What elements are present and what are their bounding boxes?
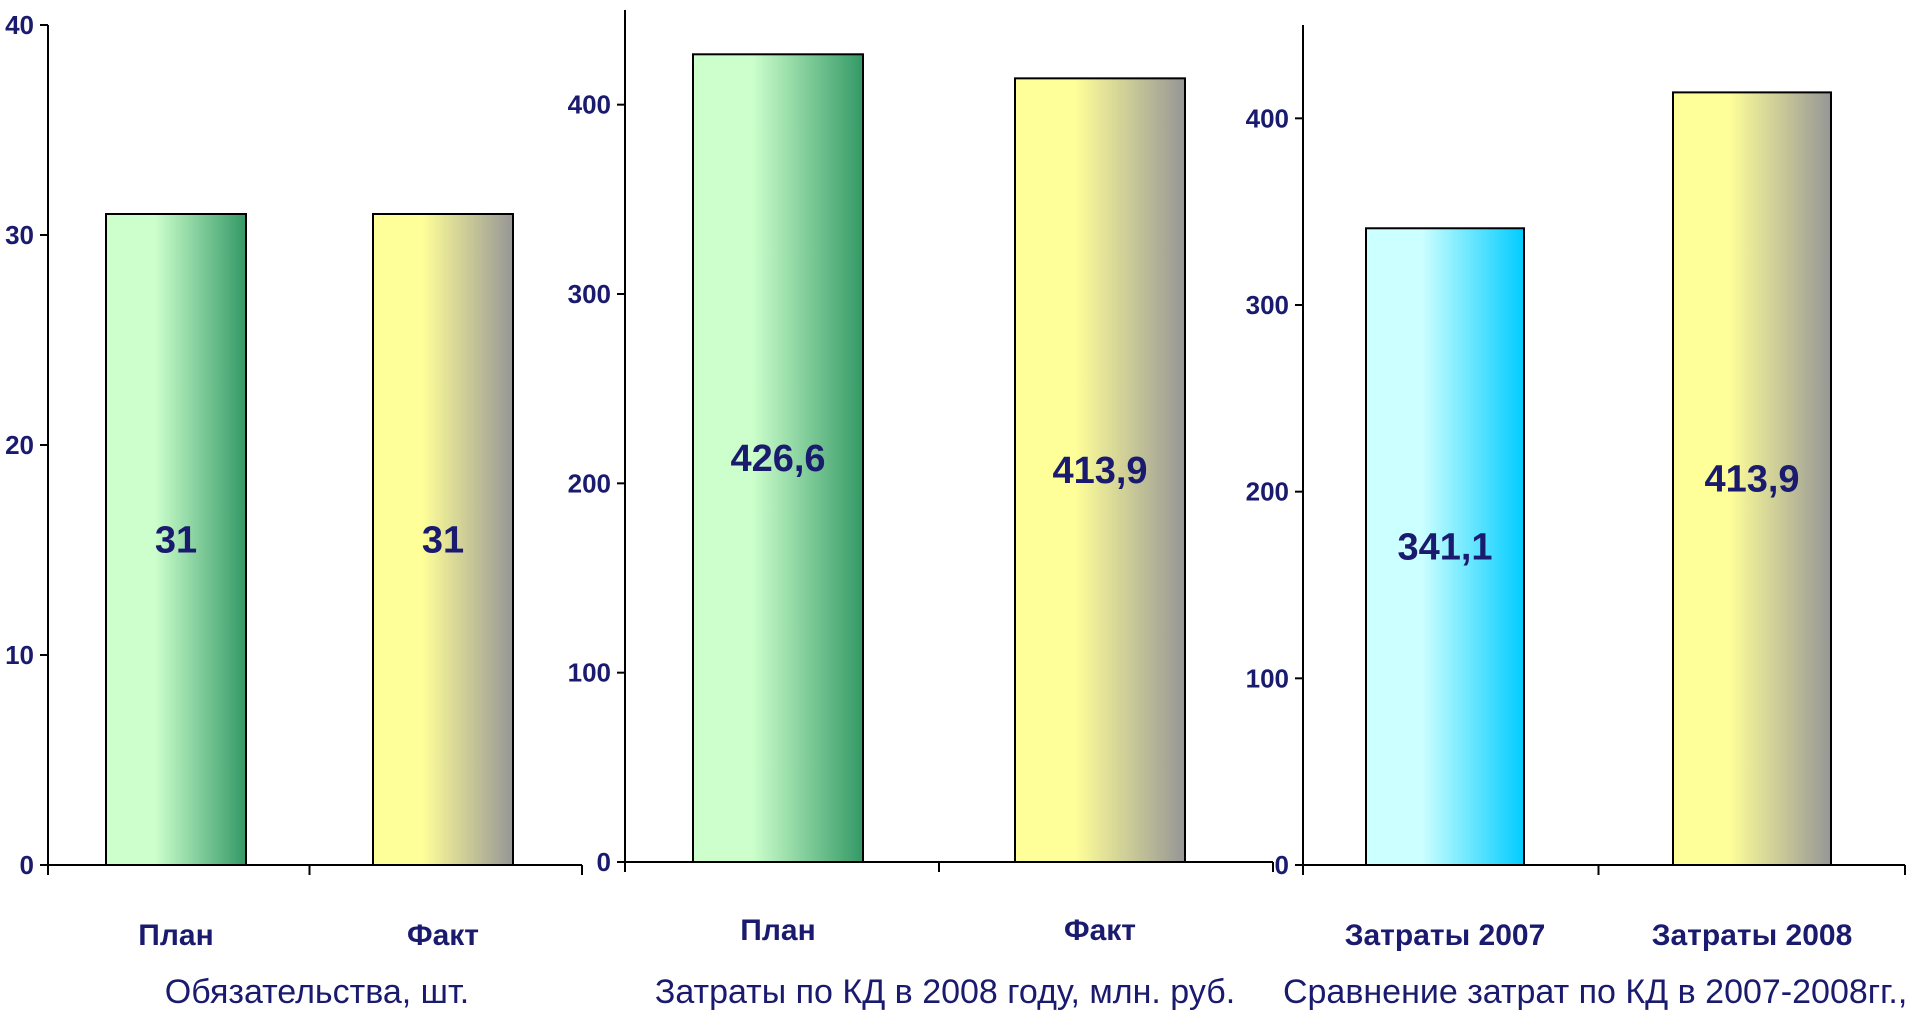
chart-costs-2008: 0 100 200 300 400 426,6 План 413,9 Факт Затраты п… — [568, 10, 1274, 1011]
y-tick-label: 0 — [20, 850, 34, 880]
bar-first — [1365, 227, 1525, 866]
bar-first — [105, 213, 247, 866]
category-label: Факт — [1064, 914, 1136, 947]
y-tick-label: 30 — [5, 220, 34, 250]
y-tick-label: 400 — [568, 90, 611, 120]
category-label: Затраты 2007 — [1345, 919, 1546, 952]
chart-costs-comparison: 0 100 200 300 400 341,1 Затраты 2007 413,9 Затра… — [1246, 25, 1915, 1011]
y-tick-label: 200 — [1246, 477, 1289, 507]
category-label: Факт — [407, 919, 479, 952]
y-tick-label: 100 — [568, 658, 611, 688]
y-tick-label: 300 — [568, 279, 611, 309]
y-tick-label: 300 — [1246, 290, 1289, 320]
y-tick-label: 200 — [568, 468, 611, 498]
category-label: Затраты 2008 — [1652, 919, 1853, 952]
chart-title: Обязательства, шт. — [165, 973, 469, 1011]
data-label: 31 — [155, 520, 197, 562]
y-tick-label: 40 — [5, 10, 34, 40]
y-tick-label: 100 — [1246, 663, 1289, 693]
data-label: 31 — [422, 520, 464, 562]
category-label: План — [138, 919, 213, 952]
data-label: 341,1 — [1397, 527, 1492, 569]
y-tick-label: 0 — [597, 847, 611, 877]
category-label: План — [740, 914, 815, 947]
bar-second — [1672, 91, 1832, 867]
bar-second — [372, 213, 514, 866]
data-label: 426,6 — [730, 438, 825, 480]
y-tick-label: 20 — [5, 430, 34, 460]
y-tick-label: 0 — [1275, 850, 1289, 880]
data-label: 413,9 — [1704, 459, 1799, 501]
data-label: 413,9 — [1052, 450, 1147, 492]
chart-title: Сравнение затрат по КД в 2007-2008гг., м… — [1283, 973, 1915, 1011]
chart-obligations: 0 10 20 30 40 31 План 31 Факт Обязательства, шт. — [5, 10, 583, 1011]
bar-first — [692, 53, 864, 863]
y-tick-label: 10 — [5, 640, 34, 670]
y-tick-label: 400 — [1246, 103, 1289, 133]
bar-second — [1014, 77, 1186, 864]
chart-title: Затраты по КД в 2008 году, млн. руб. — [655, 973, 1235, 1011]
